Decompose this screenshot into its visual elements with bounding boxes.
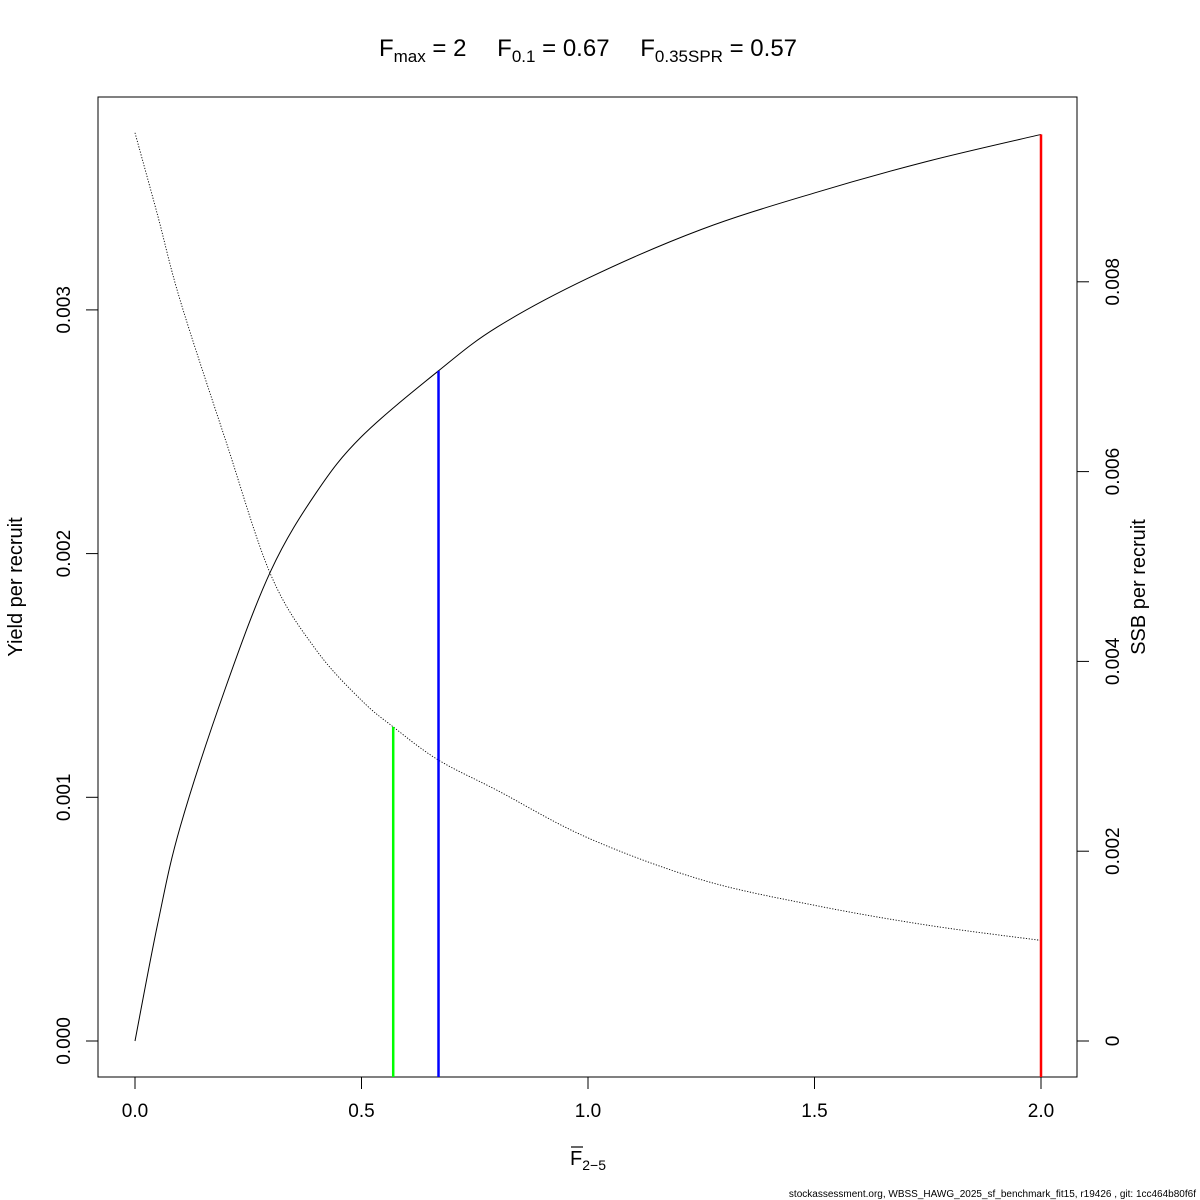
y-right-label: SSB per recruit <box>1128 519 1150 655</box>
x-tick-label: 1.5 <box>801 1101 827 1122</box>
x-axis-label: F2−5 <box>570 1148 606 1173</box>
y-right-tick-label: 0.002 <box>1103 827 1124 875</box>
chart-title: Fmax = 2 F0.1 = 0.67 F0.35SPR = 0.57 <box>379 35 797 66</box>
y-right-tick-label: 0.006 <box>1103 448 1124 496</box>
yield-per-recruit-line <box>134 133 1042 1042</box>
x-tick-label: 1.0 <box>575 1101 601 1122</box>
footer: stockassessment.org, WBSS_HAWG_2025_sf_b… <box>789 1189 1196 1200</box>
x-tick-label: 0.5 <box>348 1101 374 1122</box>
ssb-per-recruit-line <box>134 132 1042 941</box>
plot-frame <box>97 96 1078 1078</box>
y-right-tick-label: 0.004 <box>1103 637 1124 685</box>
y-left-tick-label: 0.001 <box>54 774 75 822</box>
y-left-tick-label: 0.000 <box>54 1017 75 1065</box>
x-tick-label: 2.0 <box>1028 1101 1054 1122</box>
y-right-tick-label: 0 <box>1103 1036 1124 1047</box>
y-left-tick-label: 0.003 <box>54 286 75 334</box>
y-right-tick-label: 0.008 <box>1103 258 1124 306</box>
x-tick-label: 0.0 <box>122 1101 148 1122</box>
y-left-label: Yield per recruit <box>5 517 27 657</box>
y-left-tick-label: 0.002 <box>54 530 75 578</box>
